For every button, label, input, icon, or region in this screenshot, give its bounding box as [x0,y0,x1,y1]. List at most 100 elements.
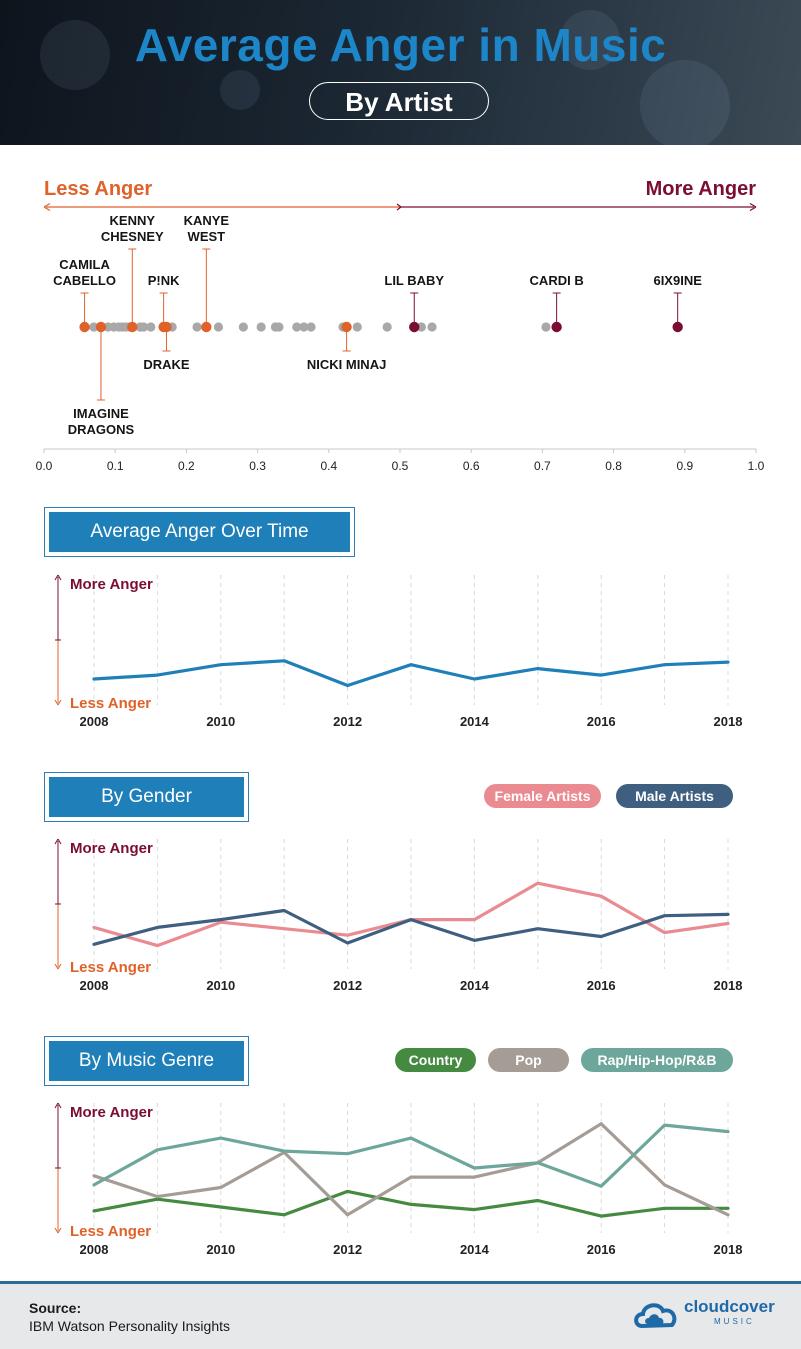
page-title: Average Anger in Music [134,19,667,71]
x-tick-label: 1.0 [748,459,765,473]
y-label-less-anger: Less Anger [70,959,151,976]
artist-dot [541,322,551,332]
x-tick-label: 0.3 [249,459,266,473]
x-tick-label: 0.7 [534,459,551,473]
page-subtitle: By Artist [309,82,489,120]
artist-label: LIL BABY [384,273,444,288]
x-tick-label: 0.4 [320,459,337,473]
series-line-rap-hip-hop-r-b [92,1123,730,1188]
midpoint-marker [396,203,402,211]
x-tick-label: 0.1 [107,459,124,473]
x-tick-label: 2012 [333,978,362,993]
x-tick-label: 0.0 [36,459,53,473]
artist-highlight-dot [672,321,683,333]
x-tick-label: 2016 [587,714,616,729]
artist-highlight-dot [201,321,212,333]
more-anger-arrowhead [54,1102,62,1109]
cloud-logo-icon [634,1303,677,1329]
gender-line-chart: More Anger Less Anger 2008 2010 2012 2014 2016… [54,838,743,993]
artist-dot [274,322,284,332]
x-tick-label: 0.8 [605,459,622,473]
legend-pop: Pop [488,1048,569,1072]
x-tick-label: 2008 [80,978,109,993]
artist-dot [139,322,149,332]
y-label-more-anger: More Anger [70,1104,153,1121]
more-anger-arrowhead [54,838,62,845]
x-tick-label: 2010 [206,1242,235,1257]
brand-logo-text: cloudcover [684,1297,775,1316]
x-tick-label: 2012 [333,714,362,729]
artist-label: KANYE [184,213,230,228]
bokeh-decoration [220,70,260,110]
y-label-more-anger: More Anger [70,840,153,857]
artist-label: CABELLO [53,273,116,288]
x-tick-label: 2018 [714,978,743,993]
artist-scatter-chart: 0.0 0.1 0.2 0.3 0.4 0.5 0.6 0.7 0.8 0.9 1.0CAMILAC… [36,202,765,473]
artist-dot [352,322,362,332]
x-tick-label: 2018 [714,714,743,729]
y-label-less-anger: Less Anger [70,695,151,712]
artist-dot [299,322,309,332]
gender-title: By Gender [49,777,244,817]
over-time-line-chart: More Anger Less Anger 2008 2010 2012 2014 2016… [54,574,743,729]
artist-dot [146,322,156,332]
genre-title-box: By Music Genre [44,1036,249,1086]
less-anger-arrowhead [54,699,62,706]
x-tick-label: 2008 [80,714,109,729]
x-tick-label: 0.9 [676,459,693,473]
artist-highlight-dot [95,321,107,333]
artist-label: CHESNEY [101,229,164,244]
genre-title: By Music Genre [49,1041,244,1081]
x-tick-label: 2012 [333,1242,362,1257]
series-line-pop [92,1122,730,1217]
over-time-title-box: Average Anger Over Time [44,507,355,557]
artist-dot [292,322,302,332]
legend-rap-hiphop-rnb: Rap/Hip-Hop/R&B [581,1048,733,1072]
artist-label: KENNY [110,213,156,228]
artist-highlight-dot [409,321,420,333]
artist-highlight-dot [551,321,562,333]
artist-highlight-dot [79,321,90,333]
brand-logo-subtext: MUSIC [714,1317,755,1326]
x-tick-label: 2016 [587,1242,616,1257]
legend-female-artists: Female Artists [484,784,601,808]
artist-label: DRAGONS [68,422,135,437]
artist-dot [89,322,99,332]
x-tick-label: 2014 [460,714,490,729]
footer: Source: IBM Watson Personality Insights … [0,1281,801,1349]
series-line-country [92,1189,730,1218]
artist-dot [238,322,248,332]
legend-country: Country [395,1048,476,1072]
x-tick-label: 2008 [80,1242,109,1257]
artist-dot [306,322,316,332]
x-tick-label: 0.6 [463,459,480,473]
x-tick-label: 2014 [460,978,490,993]
artist-label: P!NK [148,273,180,288]
artist-label: CAMILA [59,257,110,272]
y-label-more-anger: More Anger [70,576,153,593]
artist-highlight-dot [127,321,138,333]
x-tick-label: 0.2 [178,459,195,473]
series-line-average [92,659,730,688]
artist-label: WEST [188,229,226,244]
artist-dot [382,322,392,332]
artist-dot [192,322,202,332]
bokeh-decoration [640,60,730,145]
artist-label: CARDI B [530,273,584,288]
artist-label: IMAGINE [73,406,129,421]
bokeh-decoration [40,20,110,90]
series-line-male-artists [92,908,730,946]
more-anger-arrowhead [749,202,757,212]
artist-dot [427,322,437,332]
x-tick-label: 0.5 [392,459,409,473]
legend-male-artists: Male Artists [616,784,733,808]
x-tick-label: 2010 [206,714,235,729]
artist-dot [213,322,224,332]
less-anger-arrowhead [43,202,51,212]
gender-title-box: By Gender [44,772,249,822]
header-banner: Average Anger in Music By Artist [0,0,801,145]
y-label-less-anger: Less Anger [70,1223,151,1240]
artist-dot [256,322,266,332]
artist-highlight-dot [161,321,172,333]
x-tick-label: 2010 [206,978,235,993]
